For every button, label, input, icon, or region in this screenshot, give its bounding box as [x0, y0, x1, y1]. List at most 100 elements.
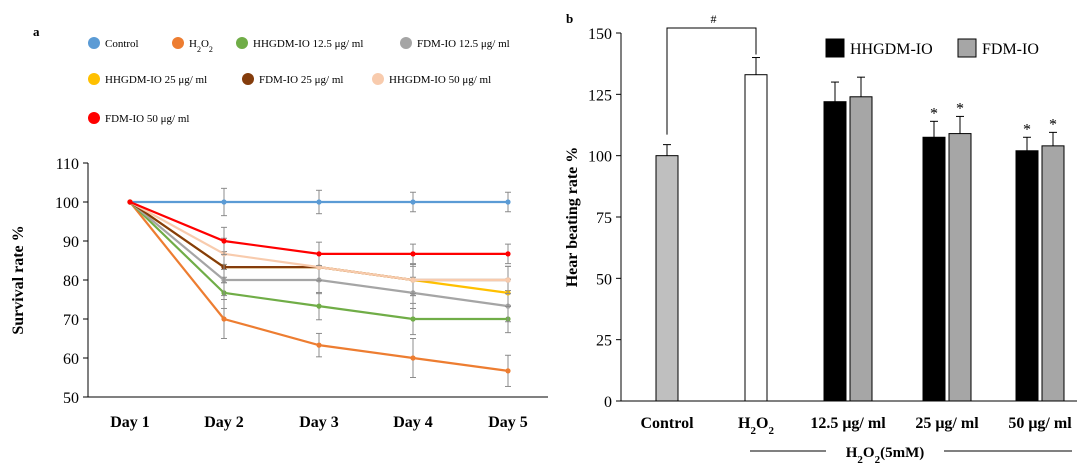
bar	[744, 74, 768, 402]
bar-h2o2	[744, 57, 768, 402]
legend-item-fdm-io-25-g-ml: FDM-IO 25 μg/ ml	[242, 73, 343, 86]
bar-fdm-io-50-g-ml	[1041, 131, 1065, 402]
bracket-line	[666, 27, 757, 135]
data-point	[316, 303, 322, 309]
legend-marker	[88, 73, 100, 85]
legend-item-hhgdm-io-12-5-g-ml: HHGDM-IO 12.5 μg/ ml	[236, 37, 363, 50]
legend-marker	[400, 37, 412, 49]
legend-marker	[88, 112, 100, 124]
significance-mark: #	[711, 12, 717, 26]
bar-hhgdm-io-12-5-g-ml	[823, 81, 847, 402]
panel-b-y-axis-label: Hear beating rate %	[564, 147, 581, 288]
legend-label: FDM-IO 50 μg/ ml	[105, 113, 189, 125]
legend-item-hhgdm-io-50-g-ml: HHGDM-IO 50 μg/ ml	[372, 73, 491, 86]
bar	[655, 155, 679, 402]
y-tick-label: 0	[604, 394, 612, 411]
x-tick-label: 50 μg/ ml	[1008, 415, 1072, 432]
bar	[849, 96, 873, 402]
legend-label: HHGDM-IO 25 μg/ ml	[105, 74, 207, 86]
data-point	[410, 199, 416, 205]
y-tick-label: 80	[63, 273, 79, 290]
panel-b-x-ticks: Control H2O2 12.5 μg/ ml 25 μg/ ml 50 μg/ ml	[640, 415, 1072, 437]
y-tick-label: 25	[596, 333, 612, 350]
bar	[922, 136, 946, 402]
x-tick-label: Day 5	[488, 414, 528, 431]
y-tick-label: 150	[588, 26, 612, 43]
legend-marker	[88, 37, 100, 49]
panel-b-legend: HHGDM-IO FDM-IO	[825, 38, 1039, 58]
panel-b-group-label: H2O2(5mM)	[846, 445, 925, 466]
panel-a-label: a	[33, 24, 40, 39]
panel-b-group-bracket: H2O2(5mM)	[750, 445, 1072, 466]
legend-item-hhgdm-io-25-g-ml: HHGDM-IO 25 μg/ ml	[88, 73, 207, 86]
bar-hhgdm-io-50-g-ml	[1015, 136, 1039, 402]
data-point	[505, 199, 511, 205]
legend-item-fdm-io-12-5-g-ml: FDM-IO 12.5 μg/ ml	[400, 37, 510, 50]
panel-a-x-ticks: Day 1 Day 2 Day 3 Day 4 Day 5	[110, 414, 528, 431]
legend-item-hhgdm-io: HHGDM-IO	[825, 38, 933, 58]
legend-marker	[242, 73, 254, 85]
panel-a-y-axis-label: Survival rate %	[10, 225, 27, 334]
panel-b-axes	[620, 33, 1077, 402]
x-tick-label: Day 2	[204, 414, 244, 431]
bar	[1015, 150, 1039, 402]
panel-a-y-ticks: 50 60 70 80 90 100 110	[55, 156, 88, 407]
legend-swatch	[957, 38, 977, 58]
significance-star: *	[930, 105, 938, 122]
data-point	[410, 277, 416, 283]
legend-label: HHGDM-IO 50 μg/ ml	[389, 74, 491, 86]
data-point	[316, 342, 322, 348]
bar-hhgdm-io-25-g-ml	[922, 120, 946, 402]
y-tick-label: 100	[55, 195, 79, 212]
x-tick-label: Day 3	[299, 414, 339, 431]
data-point	[410, 355, 416, 361]
data-point	[221, 199, 227, 205]
panel-a-legend: Control H2O2 HHGDM-IO 12.5 μg/ ml FDM-IO 12…	[88, 37, 510, 125]
bar-control	[655, 144, 679, 402]
data-point	[505, 277, 511, 283]
significance-star: *	[1049, 116, 1057, 133]
bar	[948, 133, 972, 402]
significance-star: *	[956, 100, 964, 117]
legend-item-fdm-io-50-g-ml: FDM-IO 50 μg/ ml	[88, 112, 189, 125]
bar-fdm-io-12-5-g-ml	[849, 76, 873, 402]
data-point	[316, 251, 322, 257]
data-point	[505, 368, 511, 374]
legend-marker	[372, 73, 384, 85]
legend-label: H2O2	[189, 38, 213, 54]
legend-marker	[236, 37, 248, 49]
x-tick-label: H2O2	[738, 415, 774, 437]
x-tick-label: Control	[640, 415, 694, 432]
x-tick-label: Day 1	[110, 414, 150, 431]
series-control	[127, 187, 511, 217]
bar	[823, 101, 847, 402]
panel-b-label: b	[566, 11, 573, 26]
series-fdm-io-50-g-ml	[127, 199, 511, 267]
legend-label: Control	[105, 38, 139, 50]
y-tick-label: 110	[56, 156, 79, 173]
data-point	[221, 238, 227, 244]
legend-label: FDM-IO 25 μg/ ml	[259, 74, 343, 86]
y-tick-label: 50	[63, 390, 79, 407]
panel-a-series	[127, 187, 511, 387]
legend-label: FDM-IO 12.5 μg/ ml	[417, 38, 510, 50]
y-tick-label: 70	[63, 312, 79, 329]
panel-b-bar-chart: b Hear beating rate % 0 25 50 75 100 125 150 C…	[564, 11, 1077, 466]
data-point	[316, 199, 322, 205]
legend-item-fdm-io: FDM-IO	[957, 38, 1039, 58]
legend-swatch	[825, 38, 845, 58]
y-tick-label: 50	[596, 271, 612, 288]
data-point	[410, 316, 416, 322]
y-tick-label: 90	[63, 234, 79, 251]
y-tick-label: 125	[588, 87, 612, 104]
panel-b-y-ticks: 0 25 50 75 100 125 150	[588, 26, 621, 411]
bar	[1041, 145, 1065, 402]
data-point	[505, 251, 511, 257]
x-tick-label: 25 μg/ ml	[915, 415, 979, 432]
legend-item-h2o2: H2O2	[172, 37, 213, 54]
significance-bracket: #	[666, 12, 757, 135]
y-tick-label: 75	[596, 210, 612, 227]
legend-marker	[172, 37, 184, 49]
data-point	[410, 251, 416, 257]
